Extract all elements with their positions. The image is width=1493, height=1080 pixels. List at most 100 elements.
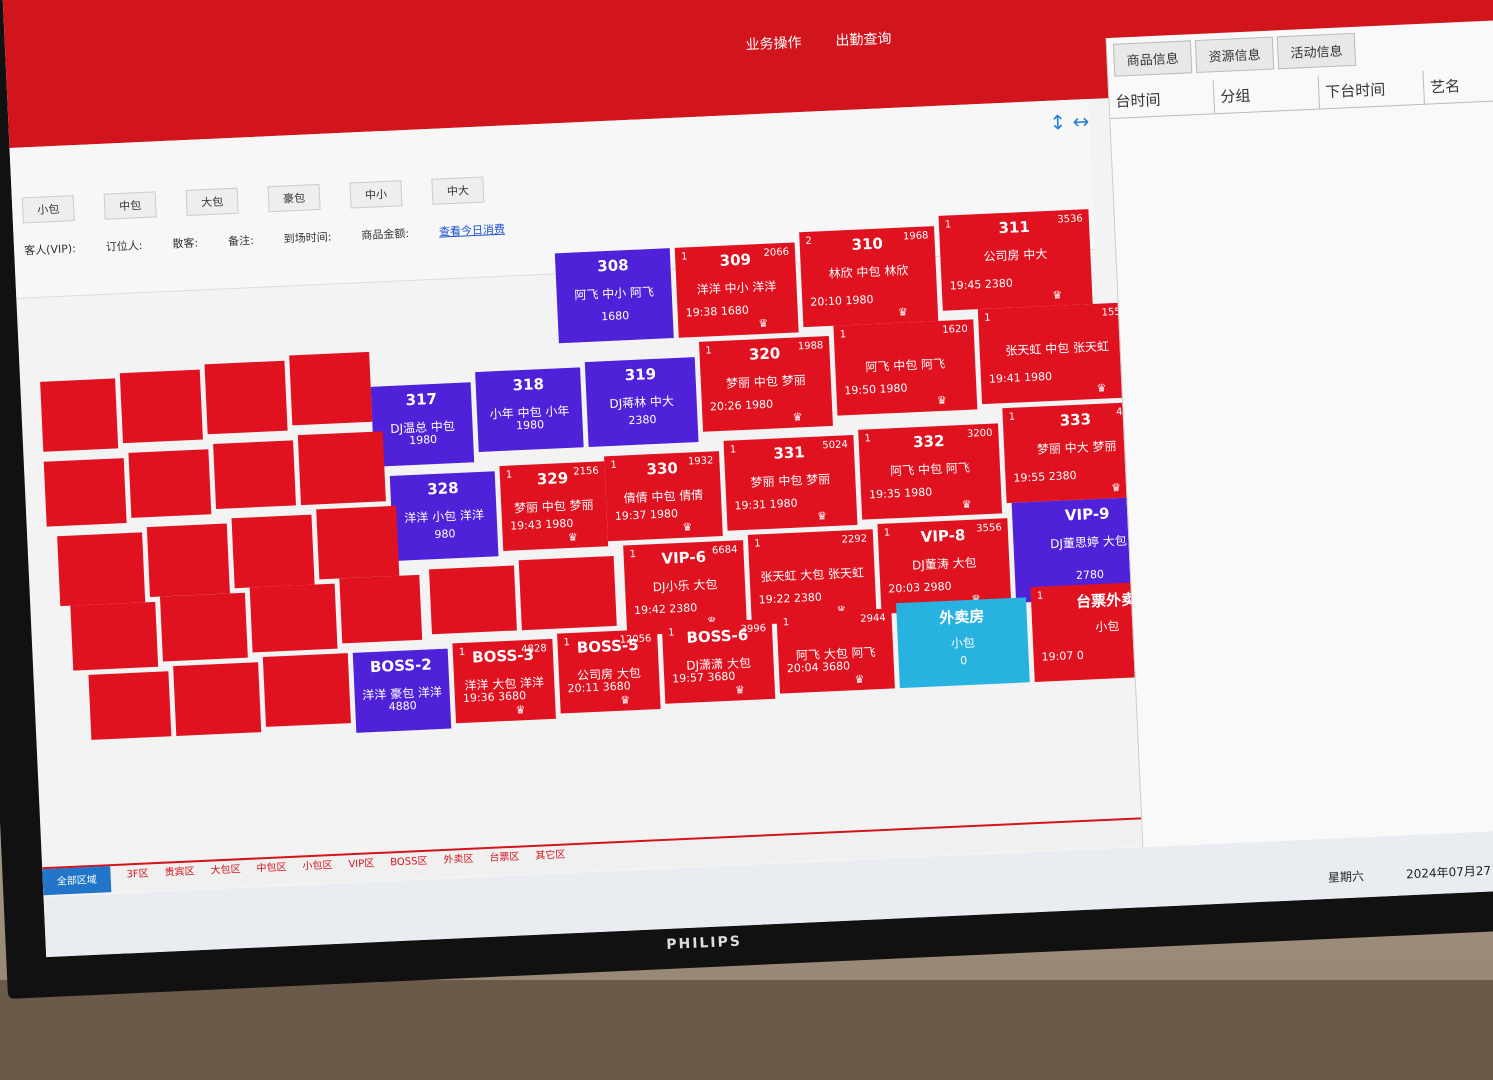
room-tile[interactable] [213, 440, 296, 509]
room-tile[interactable] [173, 662, 262, 737]
room-tile[interactable] [128, 449, 212, 518]
tab-mid-large[interactable]: 中大 [431, 176, 485, 205]
room-detail: 洋洋 中小 洋洋 [696, 279, 777, 297]
room-tile[interactable] [159, 592, 248, 662]
room-tile[interactable]: 1 331 5024 梦丽 中包 梦丽 19:31 1980 ♛ [723, 434, 858, 531]
area-tab[interactable]: 台票区 [489, 851, 520, 864]
room-tile[interactable] [119, 369, 203, 444]
room-amount: 3556 [976, 522, 1002, 535]
room-tile[interactable]: 1 311 3536 公司房 中大 19:45 2380 ♛ [938, 209, 1093, 311]
room-detail: DJ小乐 大包 [652, 577, 718, 595]
room-tile[interactable] [231, 514, 315, 589]
field-walkin: 散客: [172, 236, 199, 251]
crown-icon: ♛ [1052, 288, 1063, 302]
area-tab[interactable]: 3F区 [126, 868, 149, 881]
room-time-price: 19:50 1980 [844, 381, 908, 398]
screen: 业务操作 出勤查询 小包 中包 大包 豪包 中小 中大 客人(VIP): 订位人… [2, 0, 1493, 958]
room-tile[interactable]: 外卖房 小包 0 [896, 597, 1030, 689]
menu-attendance[interactable]: 出勤查询 [835, 30, 892, 50]
room-tile[interactable]: 1 BOSS-3 4828 洋洋 大包 洋洋 19:36 3680 ♛ [452, 638, 556, 724]
room-detail: 阿飞 中包 阿飞 [889, 460, 971, 479]
room-tile[interactable]: 318 小年 中包 小年 1980 [475, 367, 584, 452]
room-tile[interactable] [289, 351, 373, 426]
room-tile[interactable] [70, 601, 159, 671]
room-detail: 小包 [950, 635, 976, 651]
tab-mid-small[interactable]: 中小 [349, 180, 403, 209]
area-tab[interactable]: 大包区 [210, 864, 241, 877]
crown-icon: ♛ [515, 703, 526, 717]
col-end-time[interactable]: 下台时间 [1318, 70, 1425, 109]
tab-small[interactable]: 小包 [21, 195, 75, 224]
room-tile[interactable] [297, 431, 386, 506]
room-tile[interactable] [57, 532, 146, 607]
room-index: 1 [839, 329, 847, 341]
area-tab[interactable]: 贵宾区 [164, 866, 195, 879]
room-amount: 1988 [797, 340, 824, 353]
room-tile[interactable] [204, 360, 288, 435]
room-tile[interactable] [249, 583, 338, 653]
room-tile[interactable]: 328 洋洋 小包 洋洋 980 [389, 471, 499, 561]
room-time-price: 19:31 1980 [734, 496, 798, 513]
tab-resource-info[interactable]: 资源信息 [1194, 36, 1275, 74]
field-amount: 商品金额: [361, 226, 410, 243]
room-tile[interactable] [40, 378, 119, 452]
room-tile[interactable] [88, 671, 172, 740]
crown-icon: ♛ [620, 693, 631, 707]
room-tile[interactable]: 1 309 2066 洋洋 中小 洋洋 19:38 1680 ♛ [674, 242, 799, 338]
room-time-price: 0 [959, 654, 968, 668]
room-amount: 2292 [841, 533, 868, 546]
room-tile[interactable]: 1 1620 阿飞 中包 阿飞 19:50 1980 ♛ [833, 319, 978, 416]
col-group[interactable]: 分组 [1213, 75, 1321, 114]
room-tile[interactable] [518, 555, 617, 631]
room-tile[interactable] [339, 574, 423, 644]
area-tab-all[interactable]: 全部区域 [42, 866, 112, 896]
view-today-link[interactable]: 查看今日消费 [438, 222, 506, 239]
area-tab[interactable]: 其它区 [535, 849, 566, 862]
room-index: 1 [983, 312, 991, 324]
room-detail: 梦丽 中包 梦丽 [750, 472, 831, 490]
tab-activity-info[interactable]: 活动信息 [1276, 32, 1357, 70]
room-tile[interactable]: 2 310 1968 林欣 中包 林欣 20:10 1980 ♛ [799, 226, 939, 328]
room-tile[interactable]: 1 2944 阿飞 大包 阿飞 20:04 3680 ♛ [776, 608, 895, 694]
room-tile[interactable]: 317 DJ温总 中包 1980 [370, 382, 475, 467]
room-tile[interactable]: 308 阿飞 中小 阿飞 1680 [554, 248, 674, 344]
room-number: 328 [426, 478, 459, 499]
room-tile[interactable]: 1 320 1988 梦丽 中包 梦丽 20:26 1980 ♛ [698, 335, 833, 432]
area-tab[interactable]: 中包区 [256, 862, 287, 875]
room-amount: 3996 [740, 623, 767, 636]
room-tile[interactable]: 319 DJ蒋林 中大 2380 [584, 357, 699, 448]
crown-icon: ♛ [936, 393, 948, 408]
col-stage-name[interactable]: 艺名 [1423, 65, 1493, 104]
tab-luxury[interactable]: 豪包 [267, 183, 321, 213]
area-tab[interactable]: 小包区 [302, 860, 333, 873]
room-detail: 梦丽 中包 梦丽 [725, 373, 806, 391]
crown-icon: ♛ [682, 520, 693, 534]
room-tile[interactable]: 1 BOSS-6 3996 DJ潇潇 大包 19:57 3680 ♛ [661, 618, 776, 704]
area-tab[interactable]: 外卖区 [443, 853, 474, 867]
room-tile[interactable] [43, 458, 127, 527]
area-tab[interactable]: VIP区 [348, 858, 375, 871]
room-tile[interactable]: 1 330 1932 倩倩 中包 倩倩 19:37 1980 ♛ [604, 451, 723, 542]
monitor-brand-logo: PHILIPS [665, 933, 743, 953]
tab-medium[interactable]: 中包 [103, 191, 157, 220]
room-tile[interactable]: 1 329 2156 梦丽 中包 梦丽 19:43 1980 ♛ [499, 461, 609, 551]
ribbon-fields: 客人(VIP): 订位人: 散客: 备注: 到场时间: 商品金额: 查看今日消费 [24, 221, 506, 259]
room-tile[interactable]: BOSS-2 洋洋 豪包 洋洋 4880 [352, 648, 452, 733]
room-tile[interactable] [262, 653, 351, 727]
taskbar-day: 星期六 [1327, 869, 1365, 885]
area-tab[interactable]: BOSS区 [390, 855, 428, 869]
room-tile[interactable]: 1 332 3200 阿飞 中包 阿飞 19:35 1980 ♛ [858, 423, 1003, 520]
room-detail: 阿飞 中小 阿飞 [574, 284, 655, 303]
room-tile[interactable] [429, 565, 517, 635]
menu-business[interactable]: 业务操作 [745, 34, 802, 54]
tab-large[interactable]: 大包 [185, 187, 239, 216]
room-tile[interactable] [316, 505, 400, 580]
room-time-price: 1680 [600, 309, 630, 324]
room-tile[interactable]: 1 BOSS-5 12056 公司房 大包 20:11 3680 ♛ [557, 629, 661, 714]
room-number: 318 [512, 374, 545, 395]
room-tile[interactable]: 1 1552 张天虹 中包 张天虹 19:41 1980 ♛ [977, 302, 1137, 405]
layout-arrows-icon[interactable]: ↕ ↔ [1048, 108, 1090, 135]
tab-product-info[interactable]: 商品信息 [1112, 40, 1193, 77]
room-tile[interactable] [146, 523, 230, 598]
col-time[interactable]: 台时间 [1108, 80, 1216, 119]
